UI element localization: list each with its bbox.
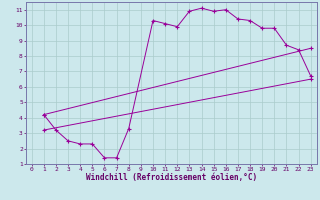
X-axis label: Windchill (Refroidissement éolien,°C): Windchill (Refroidissement éolien,°C) (86, 173, 257, 182)
